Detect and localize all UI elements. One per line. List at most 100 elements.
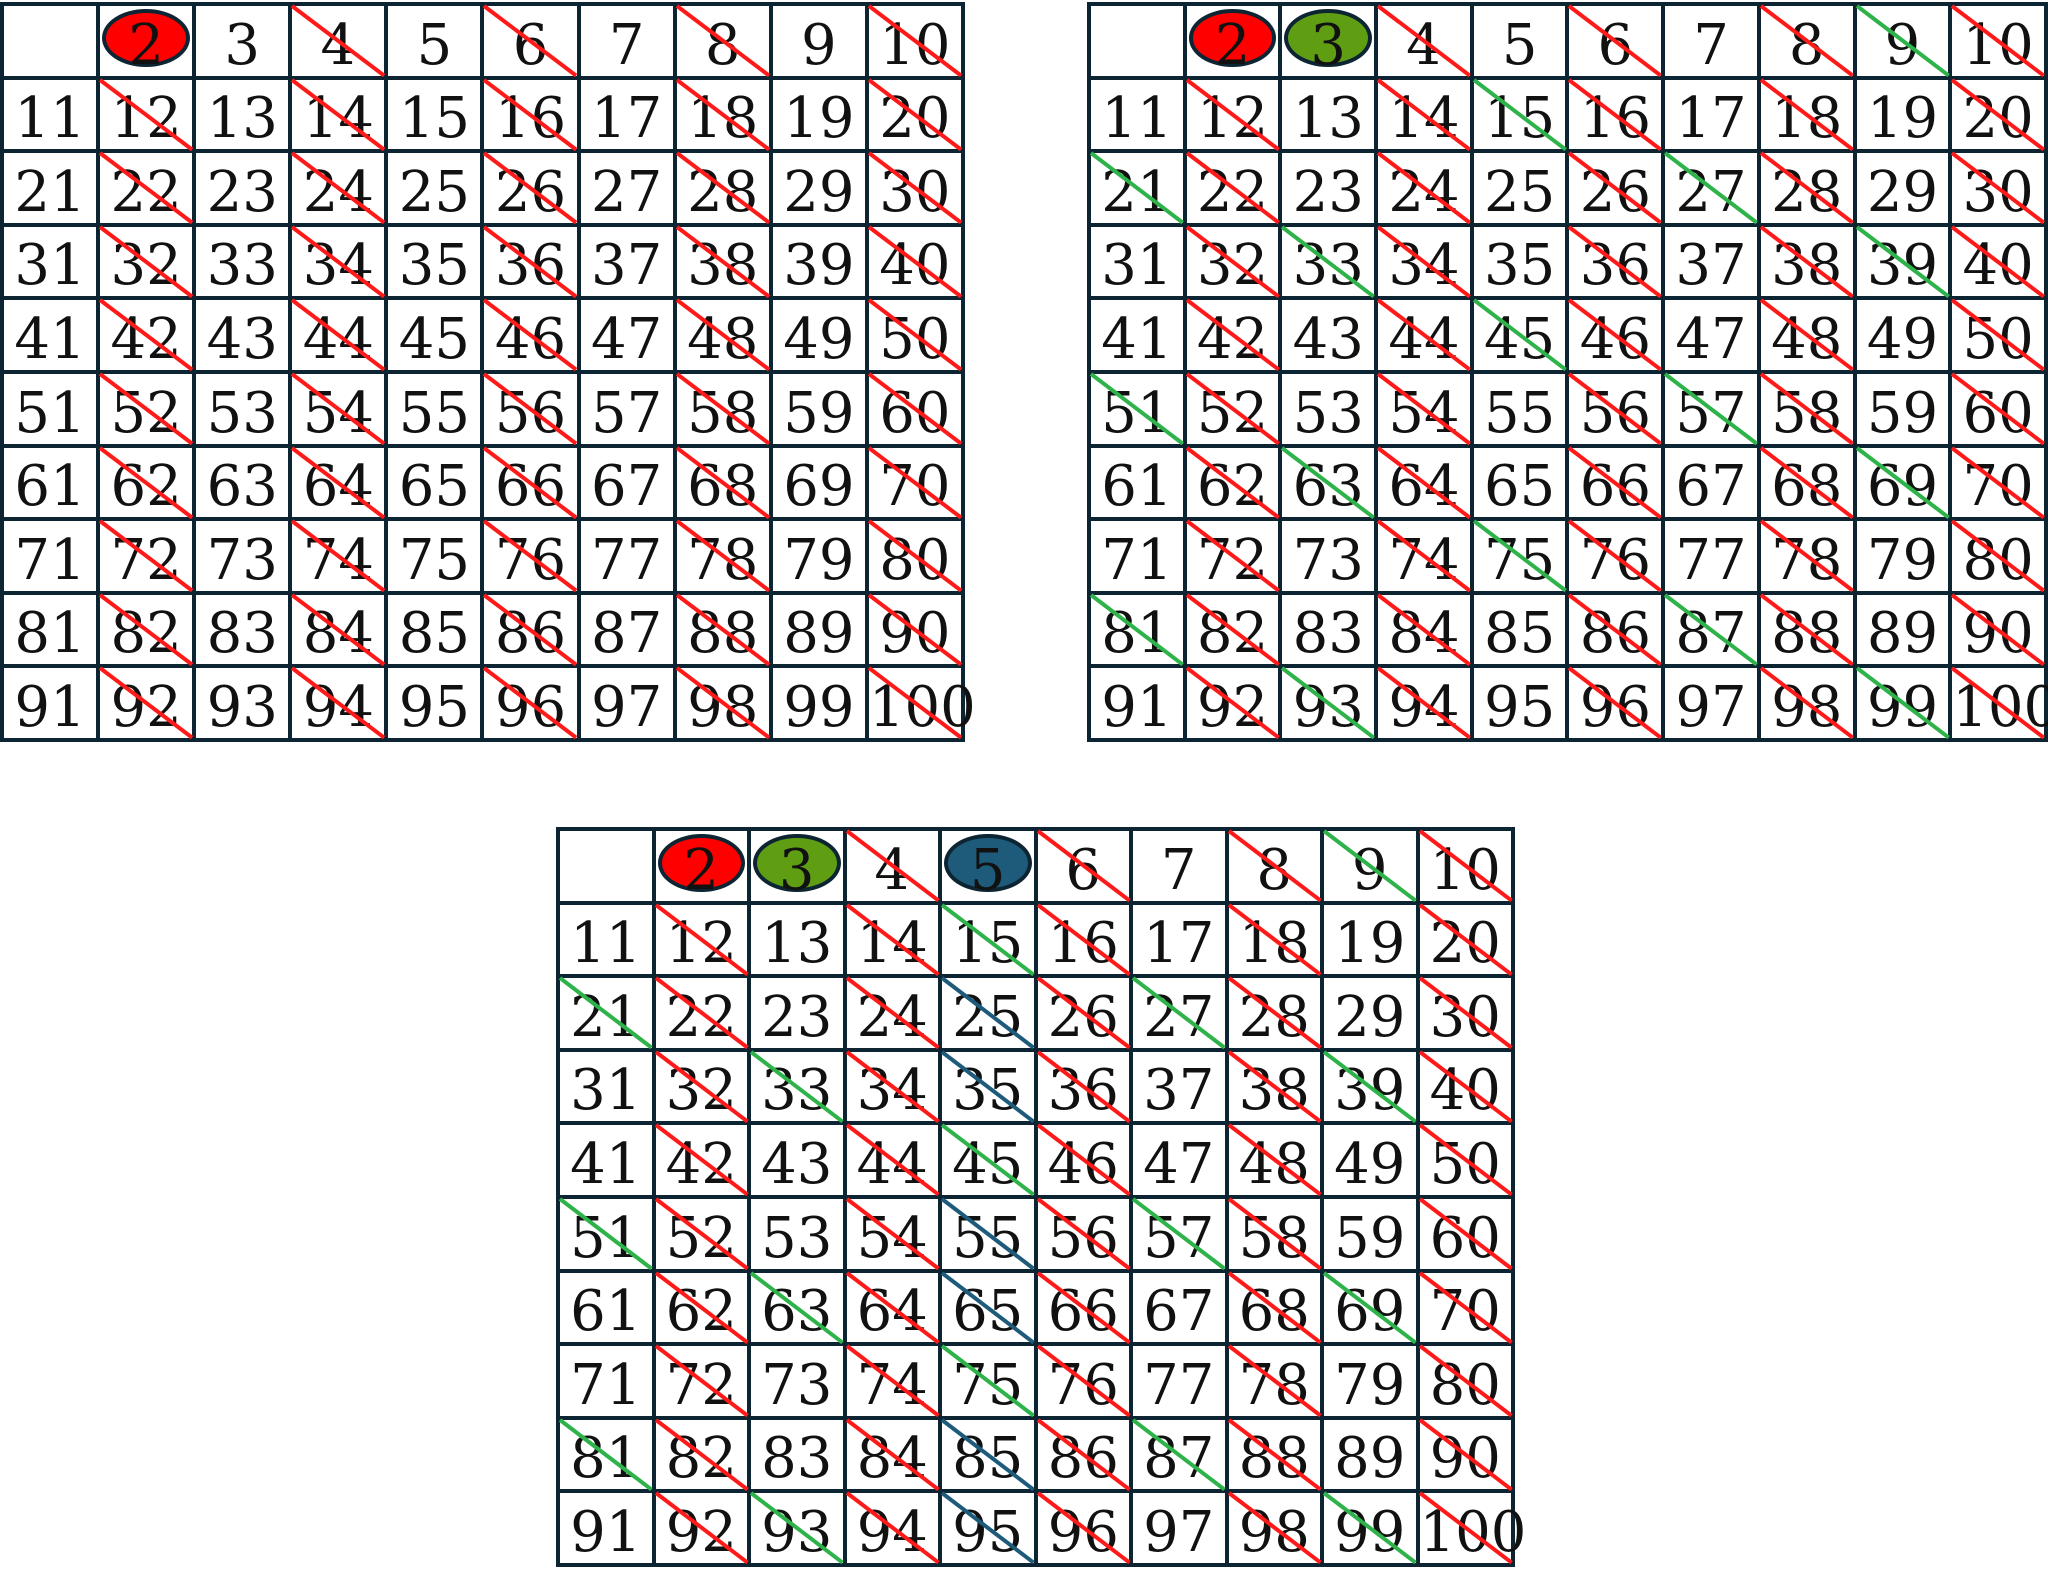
grid-cell: 35 [942,1052,1038,1126]
cell-number: 20 [1429,911,1501,977]
grid-cell: 57 [1133,1199,1229,1273]
grid-cell: 99 [1857,668,1953,742]
grid-cell: 52 [656,1199,751,1273]
cell-number: 28 [1238,984,1310,1050]
cell-number: 60 [1429,1205,1501,1271]
cell-number: 50 [1429,1131,1501,1197]
cell-number: 79 [783,527,855,593]
prime-marker-circle [657,834,745,892]
grid-cell: 87 [1133,1420,1229,1494]
grid-cell: 35 [1473,226,1570,301]
grid-cell: 83 [751,1419,847,1494]
cell-number: 19 [783,86,855,152]
cell-number: 11 [570,911,642,977]
grid-cell: 34 [1378,227,1474,301]
cell-number: 25 [398,159,471,225]
grid-cell: 60 [1952,374,2048,448]
grid-cell: 60 [869,374,965,448]
grid-cell: 2 [1186,6,1283,80]
cell-number: 48 [1771,306,1843,372]
grid-cell: 45 [1474,300,1570,374]
cell-number: 21 [570,984,642,1050]
cell-number: 71 [14,527,86,593]
grid-cell: 97 [1665,668,1761,742]
cell-number: 95 [398,674,471,740]
cell-number: 99 [1866,674,1939,740]
grid-cell: 2 [100,6,197,80]
grid-cell: 78 [1761,521,1857,595]
grid-cell: 50 [869,300,965,374]
grid-cell: 36 [1038,1052,1133,1126]
grid-cell: 71 [560,1346,656,1420]
grid-cell: 67 [580,447,677,522]
grid-cell: 27 [1133,978,1229,1052]
cell-number: 88 [1771,601,1843,667]
grid-cell: 91 [1091,668,1187,742]
grid-cell: 44 [847,1125,942,1199]
cell-number: 80 [1962,527,2034,593]
cell-number: 44 [856,1131,928,1197]
prime-marker-circle [753,834,841,892]
grid-cell: 51 [4,373,101,448]
cell-number: 68 [687,454,759,520]
grid-cell: 71 [4,521,101,595]
grid-cell: 23 [1282,153,1379,227]
grid-cell: 20 [869,80,965,154]
grid-cell: 45 [942,1125,1038,1199]
grid-cell: 63 [751,1273,847,1347]
cell-number: 63 [206,454,278,520]
grid-cell: 76 [1038,1346,1133,1420]
cell-number: 46 [494,306,567,372]
grid-cell: 78 [677,521,773,595]
cell-number: 53 [1292,380,1364,446]
cell-number: 69 [1866,454,1939,520]
cell-number: 30 [1962,159,2034,225]
cell-number: 75 [952,1352,1024,1418]
grid-cell: 72 [100,521,197,595]
grid-cell: 58 [677,374,773,448]
grid-cell: 34 [292,227,389,301]
grid-cell: 12 [1187,80,1283,154]
grid-cell: 44 [292,300,389,374]
cell-number: 74 [302,527,374,593]
grid-cell: 59 [1856,373,1953,448]
cell-number: 43 [206,306,278,372]
grid-cell: 30 [1952,153,2048,227]
cell-number: 29 [1334,984,1406,1050]
grid-cell: 52 [100,374,197,448]
cell-number: 66 [494,454,567,520]
cell-number: 23 [1292,159,1364,225]
cell-number: 34 [856,1058,928,1124]
grid-cell: 15 [942,905,1038,979]
grid-cell: 32 [100,227,197,301]
cell-number: 40 [879,233,951,299]
cell-number: 42 [1196,306,1269,372]
grid-cell: 21 [4,153,101,227]
grid-cell: 63 [196,447,293,522]
cell-number: 40 [1429,1058,1501,1124]
cell-number: 4 [874,837,911,903]
grid-cell: 76 [1569,521,1666,595]
grid-cell: 9 [772,6,869,80]
grid-cell: 19 [1856,79,1953,154]
grid-cell: 47 [580,300,677,374]
grid-cell: 7 [1133,831,1229,905]
grid-cell: 5 [942,831,1038,905]
grid-cell: 17 [580,79,677,154]
cell-number: 35 [398,233,471,299]
cell-number: 54 [856,1205,928,1271]
cell-number: 49 [1334,1131,1406,1197]
grid-cell: 85 [388,594,485,669]
grid-cell: 73 [1282,521,1379,595]
grid-cell: 14 [847,905,942,979]
grid-cell: 25 [1473,153,1570,227]
cell-number: 16 [494,86,567,152]
cell-number: 90 [879,601,951,667]
grid-cell: 55 [942,1199,1038,1273]
grid-cell: 56 [484,374,581,448]
cell-number: 45 [1484,306,1556,372]
grid-cell: 18 [677,80,773,154]
cell-number: 51 [1101,380,1173,446]
grid-cell: 29 [772,153,869,227]
grid-cell: 58 [1229,1199,1324,1273]
